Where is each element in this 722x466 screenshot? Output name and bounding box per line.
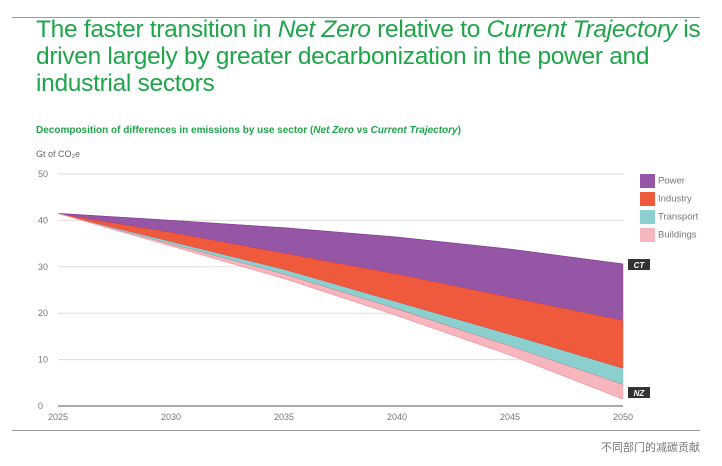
y-tick-label: 10 bbox=[38, 355, 48, 365]
y-tick-label: 40 bbox=[38, 215, 48, 225]
page-title: The faster transition in Net Zero relati… bbox=[36, 16, 716, 97]
net-zero-line bbox=[57, 212, 624, 400]
legend-label: Transport bbox=[658, 211, 699, 223]
x-tick-label: 2040 bbox=[387, 412, 407, 422]
bottom-divider bbox=[12, 430, 700, 431]
title-text: The faster transition in bbox=[36, 16, 278, 43]
x-tick-label: 2045 bbox=[500, 412, 520, 422]
legend-swatch bbox=[640, 228, 655, 242]
nz-label-bg bbox=[628, 387, 650, 399]
title-em: Net Zero bbox=[277, 16, 371, 43]
subtitle-em: Current Trajectory bbox=[370, 125, 458, 136]
legend-swatch bbox=[640, 174, 655, 188]
legend-item-industry: Industry bbox=[640, 192, 700, 206]
title-text: relative to bbox=[370, 16, 487, 43]
legend-swatch bbox=[640, 192, 655, 206]
legend-item-transport: Transport bbox=[640, 210, 700, 224]
title-em: Current Trajectory bbox=[486, 16, 678, 43]
x-tick-label: 2035 bbox=[274, 412, 294, 422]
legend-label: Power bbox=[658, 175, 685, 187]
nz-label: NZ bbox=[634, 389, 646, 398]
legend-swatch bbox=[640, 210, 655, 224]
y-axis-label: Gt of CO₂e bbox=[36, 149, 81, 159]
y-tick-label: 0 bbox=[38, 401, 43, 411]
legend-label: Buildings bbox=[658, 229, 697, 241]
legend-item-power: Power bbox=[640, 174, 700, 188]
x-tick-label: 2050 bbox=[613, 412, 633, 422]
x-tick-label: 2025 bbox=[48, 412, 68, 422]
subtitle-text: Decomposition of differences in emission… bbox=[36, 125, 314, 136]
title-text: is driven largely by greater decarboniza… bbox=[36, 16, 701, 97]
ct-label: CT bbox=[634, 261, 646, 270]
top-divider bbox=[12, 17, 700, 18]
y-tick-label: 30 bbox=[38, 262, 48, 272]
caption: 不同部门的减碳贡献 bbox=[601, 442, 700, 454]
subtitle-text: vs bbox=[353, 125, 371, 136]
chart-subtitle: Decomposition of differences in emission… bbox=[36, 125, 461, 136]
x-tick-label: 2030 bbox=[161, 412, 181, 422]
legend-item-buildings: Buildings bbox=[640, 228, 700, 242]
legend-label: Industry bbox=[658, 193, 692, 205]
y-tick-label: 50 bbox=[38, 169, 48, 179]
boundary-line-power bbox=[57, 213, 624, 265]
subtitle-text: ) bbox=[457, 125, 461, 136]
subtitle-em: Net Zero bbox=[313, 125, 354, 136]
ct-label-bg bbox=[628, 259, 650, 271]
y-tick-label: 20 bbox=[38, 308, 48, 318]
